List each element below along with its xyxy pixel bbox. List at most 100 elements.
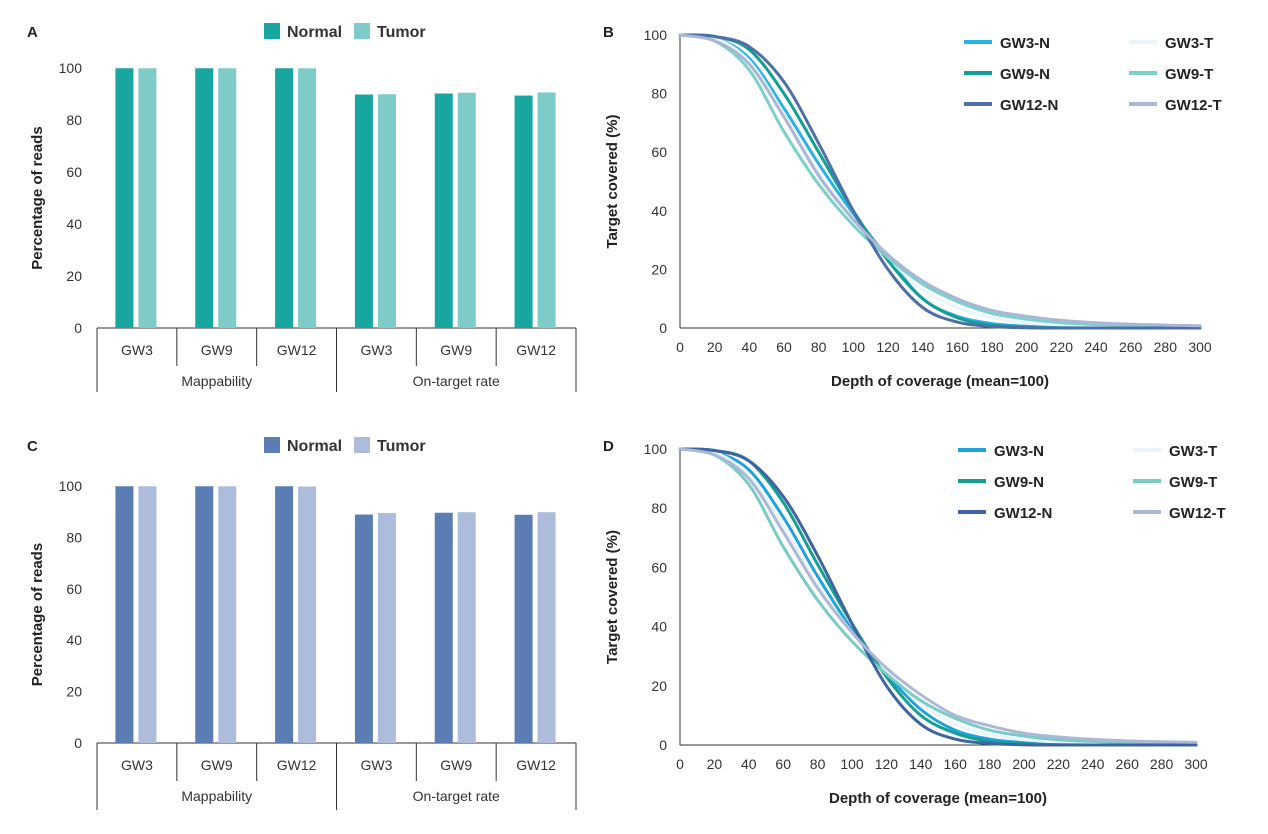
bar-normal-5 — [514, 95, 533, 328]
x-category-label: GW9 — [440, 342, 472, 358]
x-category-label: GW3 — [121, 342, 153, 358]
legend-label-tumor: Tumor — [377, 24, 426, 41]
y-tick-label: 0 — [74, 320, 82, 336]
bar-normal-0 — [115, 486, 134, 743]
bar-normal-4 — [434, 512, 453, 743]
line-chart-panel-d: 0 20 40 60 80 100 0 20 40 60 80 100 120 140 160 180 200 2… — [604, 441, 1226, 807]
legend-label-gw3-t: GW3-T — [1169, 443, 1217, 460]
x-tick-label: 280 — [1150, 756, 1174, 772]
legend-label-gw9-t: GW9-T — [1169, 474, 1217, 491]
bar-tumor-5 — [537, 92, 556, 328]
x-category-label: GW12 — [277, 757, 317, 773]
x-tick-label: 240 — [1081, 756, 1105, 772]
x-axis-label: Depth of coverage (mean=100) — [831, 373, 1049, 390]
panel-letter-a: A — [27, 24, 38, 41]
y-axis-label: Percentage of reads — [29, 543, 46, 686]
legend-label-gw12-n: GW12-N — [1000, 97, 1058, 114]
y-tick-label: 40 — [66, 632, 82, 648]
x-tick-label: 220 — [1050, 339, 1074, 355]
y-axis-label: Target covered (%) — [604, 530, 621, 664]
legend-swatch-tumor — [354, 23, 370, 39]
x-tick-label: 40 — [742, 339, 758, 355]
legend-label-gw9-n: GW9-N — [994, 474, 1044, 491]
bar-tumor-1 — [218, 68, 237, 328]
legend-label-tumor: Tumor — [377, 438, 426, 455]
panel-letter-c: C — [27, 438, 38, 455]
x-tick-label: 220 — [1047, 756, 1071, 772]
x-category-label: GW3 — [360, 342, 392, 358]
x-tick-label: 140 — [911, 339, 935, 355]
x-tick-label: 180 — [980, 339, 1004, 355]
y-tick-label: 20 — [651, 678, 667, 694]
x-tick-label: 160 — [946, 339, 970, 355]
bar-tumor-2 — [298, 486, 317, 743]
panel-letter-d: D — [603, 438, 614, 455]
bar-tumor-0 — [138, 68, 157, 328]
bar-tumor-3 — [377, 512, 396, 743]
x-tick-label: 300 — [1188, 339, 1212, 355]
x-category-label: GW12 — [516, 757, 556, 773]
panel-letter-b: B — [603, 24, 614, 41]
bar-chart-panel-c: Percentage of reads 0 20 40 60 80 100 GW3 GW9 GW1… — [29, 437, 577, 810]
x-tick-label: 240 — [1084, 339, 1108, 355]
x-category-label: GW9 — [440, 757, 472, 773]
x-tick-label: 140 — [909, 756, 933, 772]
legend-label-gw12-n: GW12-N — [994, 505, 1052, 522]
series-line-gw9-n — [678, 447, 1198, 747]
x-category-label: GW12 — [516, 342, 556, 358]
y-tick-label: 80 — [651, 500, 667, 516]
x-tick-label: 80 — [811, 339, 827, 355]
y-tick-label: 60 — [66, 164, 82, 180]
y-tick-label: 40 — [651, 203, 667, 219]
x-tick-label: 0 — [676, 339, 684, 355]
legend-label-gw3-n: GW3-N — [994, 443, 1044, 460]
legend-label-gw12-t: GW12-T — [1165, 97, 1222, 114]
y-tick-label: 40 — [651, 619, 667, 635]
series-line-gw12-t — [678, 33, 1202, 328]
x-category-label: GW12 — [277, 342, 317, 358]
x-tick-label: 80 — [810, 756, 826, 772]
x-tick-label: 20 — [707, 339, 723, 355]
y-tick-label: 60 — [651, 559, 667, 575]
y-tick-label: 40 — [66, 216, 82, 232]
x-category-label: GW9 — [201, 342, 233, 358]
x-tick-label: 120 — [876, 339, 900, 355]
x-tick-label: 200 — [1012, 756, 1036, 772]
series-line-gw3-n — [678, 447, 1198, 747]
series-line-gw12-n — [678, 33, 1202, 330]
legend-label-gw3-t: GW3-T — [1165, 35, 1213, 52]
series-line-gw9-t — [678, 33, 1202, 329]
group-label: Mappability — [181, 373, 252, 389]
bar-normal-3 — [354, 514, 373, 743]
bar-tumor-1 — [218, 486, 237, 743]
legend-label-gw9-n: GW9-N — [1000, 66, 1050, 83]
bar-normal-3 — [354, 94, 373, 329]
bar-normal-1 — [195, 486, 214, 743]
bar-normal-1 — [195, 68, 214, 328]
y-tick-label: 20 — [66, 268, 82, 284]
line-chart-panel-b: 0 20 40 60 80 100 0 20 40 60 80 100 120 140 160 180 200 2… — [604, 27, 1222, 390]
bar-tumor-5 — [537, 512, 556, 743]
series-line-gw3-t — [678, 447, 1198, 746]
group-label: On-target rate — [413, 373, 500, 389]
y-tick-label: 80 — [651, 86, 667, 102]
x-axis-label: Depth of coverage (mean=100) — [829, 790, 1047, 807]
bar-normal-2 — [275, 486, 294, 743]
series-line-gw12-n — [678, 447, 1198, 747]
series-line-gw3-t — [678, 33, 1202, 329]
bar-tumor-4 — [457, 92, 476, 328]
series-line-gw3-n — [678, 33, 1202, 330]
series-line-gw9-n — [678, 33, 1202, 330]
x-tick-label: 40 — [741, 756, 757, 772]
legend-label-normal: Normal — [287, 438, 342, 455]
bar-normal-4 — [434, 93, 453, 328]
y-tick-label: 0 — [74, 735, 82, 751]
bar-tumor-0 — [138, 486, 157, 743]
x-category-label: GW3 — [360, 757, 392, 773]
bar-chart-panel-a: Percentage of reads 0 20 40 60 80 100 GW3 GW9 GW1… — [29, 23, 577, 392]
x-tick-label: 180 — [978, 756, 1002, 772]
y-axis-label: Target covered (%) — [604, 115, 621, 249]
y-tick-label: 0 — [659, 320, 667, 336]
legend-label-gw3-n: GW3-N — [1000, 35, 1050, 52]
